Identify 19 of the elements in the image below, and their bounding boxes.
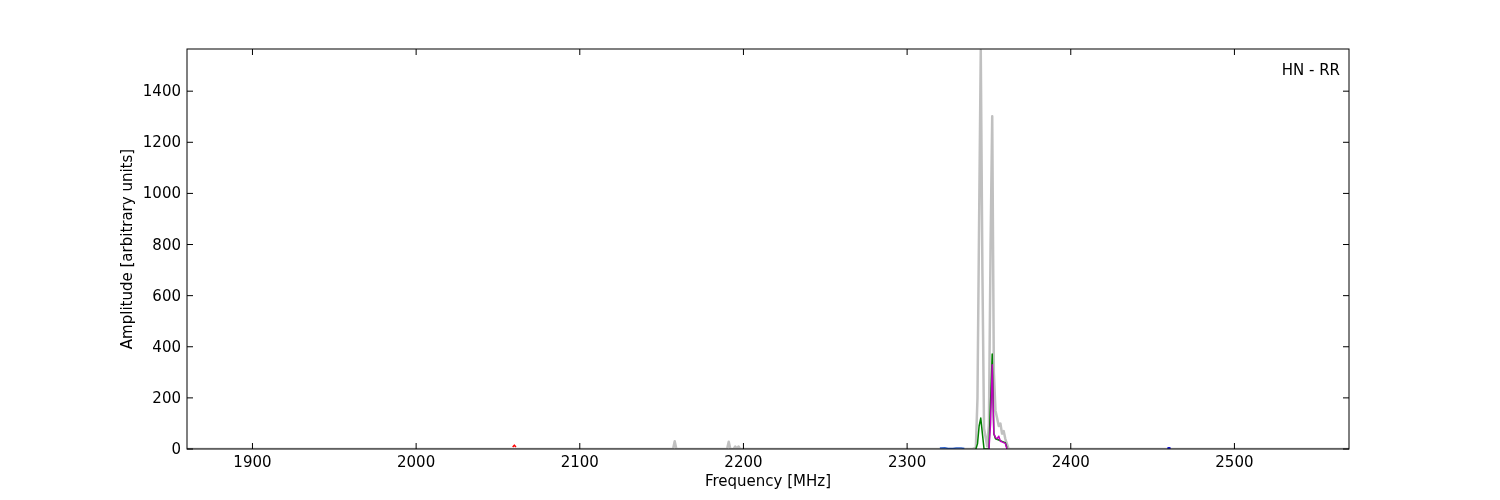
y-axis-title: Amplitude [arbitrary units] [118,148,136,350]
y-tick-label: 1400 [142,82,181,101]
y-tick-label: 800 [152,235,181,254]
y-tick-label: 600 [152,286,181,305]
y-tick-label: 1000 [142,184,181,203]
x-tick-label: 2100 [560,453,599,471]
y-tick-label: 0 [171,440,181,458]
x-tick-label: 2200 [724,453,763,471]
x-tick-label: 2500 [1215,453,1254,471]
line-series [988,363,1008,449]
x-tick-label: 2400 [1051,453,1090,471]
x-tick-label: 2300 [888,453,927,471]
y-tick-label: 1200 [142,133,181,152]
annotation: HN - RR [1281,61,1340,79]
x-axis-title: Frequency [MHz] [704,472,832,490]
x-tick-label: 2000 [397,453,436,471]
x-tick-label: 1900 [233,453,272,471]
y-tick-label: 400 [152,337,181,356]
y-tick-label: 200 [152,388,181,407]
